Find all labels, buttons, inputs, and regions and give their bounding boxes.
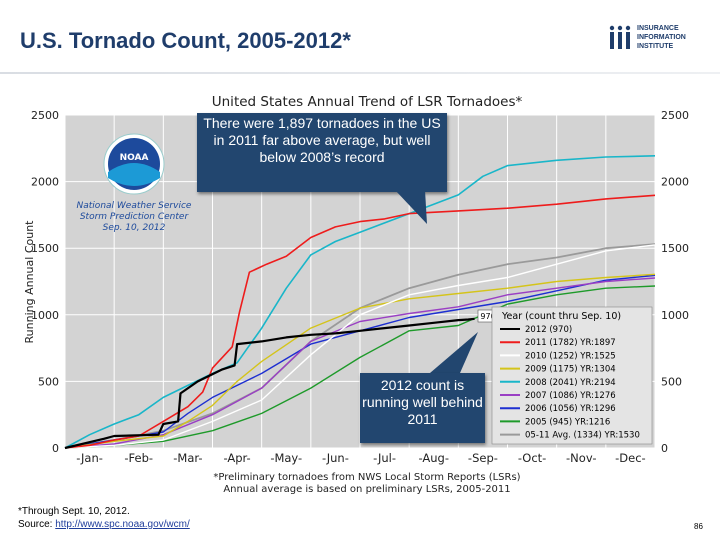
chart-footnote-1: *Preliminary tornadoes from NWS Local St… (213, 472, 520, 483)
logo-line-1: INSURANCE (637, 25, 679, 32)
y-tick-label-left: 2500 (31, 109, 59, 122)
legend-label: 2006 (1056) YR:1296 (525, 404, 616, 414)
chart-title: United States Annual Trend of LSR Tornad… (212, 94, 523, 110)
logo-text: INSURANCE INFORMATION INSTITUTE (637, 24, 686, 51)
x-tick-label: -Aug- (418, 451, 449, 465)
y-tick-label-left: 500 (38, 375, 59, 388)
x-tick-label: -Dec- (615, 451, 646, 465)
noaa-badge: NOAA National Weather Service Storm Pred… (77, 133, 192, 233)
chart-footnote-2: Annual average is based on preliminary L… (223, 484, 510, 495)
x-tick-label: -Jan- (76, 451, 103, 465)
x-tick-label: -Mar- (173, 451, 202, 465)
legend-label: 2009 (1175) YR:1304 (525, 365, 616, 375)
legend-title: Year (count thru Sep. 10) (501, 311, 621, 322)
y-tick-label-left: 1500 (31, 242, 59, 255)
legend-label: 2012 (970) (525, 325, 572, 335)
noaa-wave-icon (108, 163, 160, 186)
logo-line-2: INFORMATION (637, 34, 686, 41)
x-axis: -Jan- -Feb- -Mar- -Apr- -May- -Jun- -Jul- -Aug-… (76, 451, 645, 465)
y-tick-label-left: 2000 (31, 176, 59, 189)
y-tick-label-right: 1500 (661, 242, 689, 255)
y-tick-label-left: 1000 (31, 309, 59, 322)
noaa-line-1: National Weather Service (77, 201, 192, 211)
callout-2012-behind: 2012 count is running well behind 2011 (360, 373, 485, 443)
series-line-7 (64, 285, 656, 449)
y-axis-right: 0 500 1000 1500 2000 2500 (661, 109, 689, 455)
y-tick-label-right: 500 (661, 375, 682, 388)
page-number: 86 (694, 522, 703, 531)
x-tick-label: -Nov- (566, 451, 596, 465)
series-line-2 (64, 244, 656, 449)
legend-label: 2005 (945) YR:1216 (525, 417, 610, 427)
noaa-badge-text: NOAA (120, 153, 149, 163)
series-line-0 (64, 317, 475, 450)
legend-label: 05-11 Avg. (1334) YR:1530 (525, 431, 640, 441)
x-tick-label: -Sep- (468, 451, 498, 465)
header-divider (0, 72, 720, 74)
y-tick-label-right: 0 (661, 442, 668, 455)
series-line-6 (64, 274, 656, 449)
x-tick-label: -Oct- (518, 451, 547, 465)
x-tick-label: -Jun- (322, 451, 349, 465)
series-line-1 (64, 194, 656, 449)
x-tick-label: -May- (270, 451, 302, 465)
footnote-source: Source: http://www.spc.noaa.gov/wcm/ (18, 518, 190, 531)
series-line-4 (64, 155, 656, 449)
source-link[interactable]: http://www.spc.noaa.gov/wcm/ (55, 519, 190, 530)
iii-logo-icon (609, 25, 631, 49)
series-line-3 (64, 273, 656, 449)
callout-2011-record: There were 1,897 tornadoes in the US in … (197, 113, 447, 192)
current-value-label: 970 (480, 312, 495, 321)
y-axis-label: Running Annual Count (23, 220, 36, 344)
legend: Year (count thru Sep. 10) 2012 (970) 2011… (491, 306, 653, 445)
noaa-line-3: Sep. 10, 2012 (103, 223, 166, 233)
x-tick-label: -Feb- (124, 451, 153, 465)
series-lines (64, 155, 656, 450)
y-axis-left: 0 500 1000 1500 2000 2500 (31, 109, 59, 455)
footnote: *Through Sept. 10, 2012. Source: http://… (18, 505, 190, 531)
y-tick-label-right: 2000 (661, 176, 689, 189)
legend-label: 2008 (2041) YR:2194 (525, 378, 616, 388)
logo-line-3: INSTITUTE (637, 43, 674, 50)
y-tick-label-right: 1000 (661, 309, 689, 322)
noaa-line-2: Storm Prediction Center (80, 212, 190, 222)
series-line-5 (64, 277, 656, 449)
footnote-through-date: *Through Sept. 10, 2012. (18, 506, 130, 517)
slide-title: U.S. Tornado Count, 2005-2012* (20, 28, 351, 53)
legend-label: 2011 (1782) YR:1897 (525, 338, 616, 348)
legend-label: 2010 (1252) YR:1525 (525, 351, 616, 361)
legend-label: 2007 (1086) YR:1276 (525, 391, 616, 401)
y-tick-label-left: 0 (52, 442, 59, 455)
x-tick-label: -Jul- (373, 451, 396, 465)
iii-logo: INSURANCE INFORMATION INSTITUTE (607, 24, 717, 64)
x-tick-label: -Apr- (223, 451, 250, 465)
footnote-source-label: Source: (18, 519, 53, 530)
y-tick-label-right: 2500 (661, 109, 689, 122)
